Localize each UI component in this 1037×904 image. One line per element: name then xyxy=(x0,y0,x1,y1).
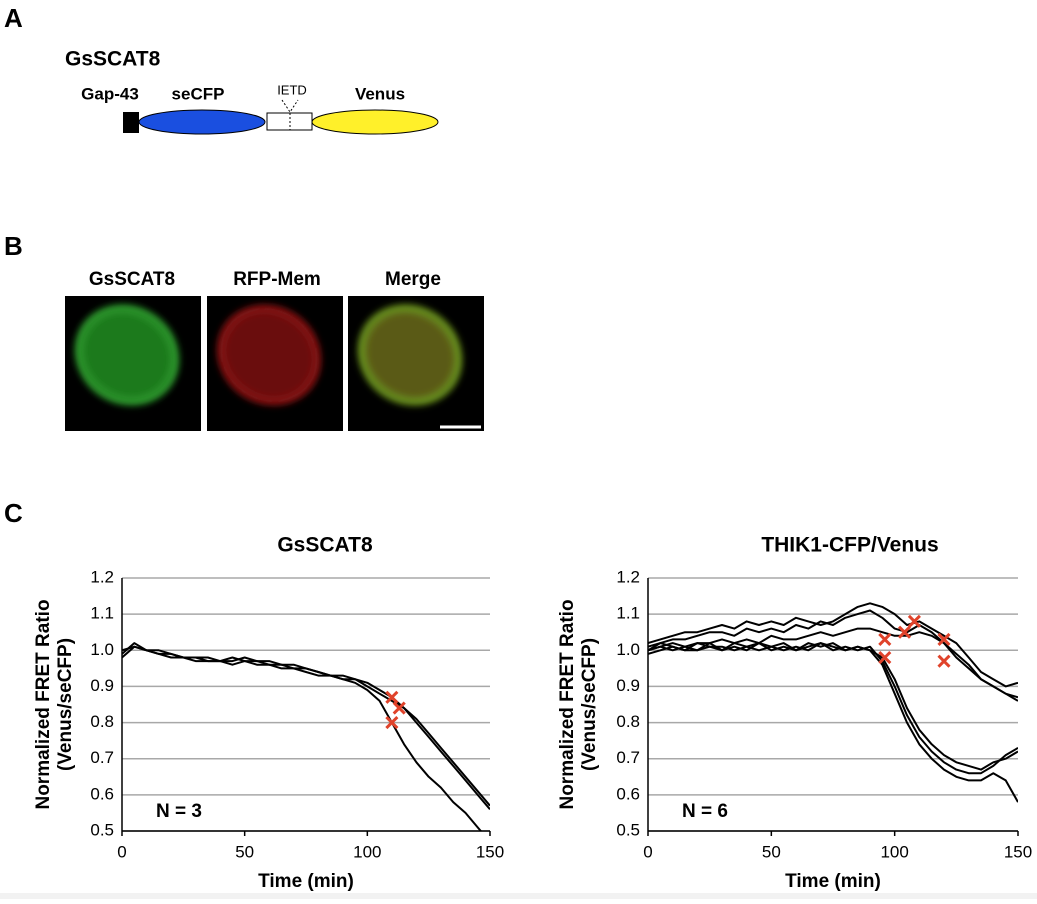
part-label: Venus xyxy=(355,84,405,103)
panel-label: A xyxy=(4,3,23,33)
micrograph xyxy=(207,296,343,431)
marker-cross xyxy=(937,632,951,647)
y-tick-label: 0.9 xyxy=(90,676,114,695)
x-axis-label: Time (min) xyxy=(785,871,881,892)
x-tick-label: 50 xyxy=(762,842,781,861)
marker-cross xyxy=(878,632,892,647)
micrograph xyxy=(65,296,201,431)
y-tick-label: 1.2 xyxy=(616,567,640,586)
y-tick-label: 1.1 xyxy=(616,604,640,623)
marker-cross xyxy=(897,625,912,639)
secfp-ellipse xyxy=(138,109,266,135)
y-axis-label: Normalized FRET Ratio xyxy=(557,599,578,809)
part-label: Gap-43 xyxy=(81,84,139,103)
y-tick-label: 0.6 xyxy=(90,784,114,803)
y-tick-label: 1.2 xyxy=(90,567,114,586)
x-tick-label: 0 xyxy=(117,842,126,861)
marker-cross xyxy=(907,614,921,628)
y-tick-label: 1.0 xyxy=(90,640,114,659)
marker-cross xyxy=(878,650,892,665)
construct-name: GsSCAT8 xyxy=(65,48,161,71)
x-tick-label: 0 xyxy=(643,842,652,861)
x-tick-label: 100 xyxy=(880,842,908,861)
y-tick-label: 0.6 xyxy=(616,784,640,803)
image-label: RFP-Mem xyxy=(233,269,321,290)
series-line xyxy=(648,609,1018,699)
y-axis-label: (Venus/seCFP) xyxy=(55,638,76,771)
y-tick-label: 0.5 xyxy=(616,820,640,839)
y-tick-label: 1.0 xyxy=(616,640,640,659)
series-line xyxy=(648,627,1018,702)
plot-area xyxy=(122,642,490,831)
x-tick-label: 150 xyxy=(476,842,504,861)
marker-cross xyxy=(937,654,951,668)
x-tick-label: 150 xyxy=(1004,842,1032,861)
marker-cross xyxy=(392,701,406,715)
y-axis-label: Normalized FRET Ratio xyxy=(33,599,54,809)
panel-label: C xyxy=(4,498,23,528)
y-axis-label: (Venus/seCFP) xyxy=(579,638,600,771)
y-tick-label: 1.1 xyxy=(90,604,114,623)
part-label: IETD xyxy=(277,82,307,97)
y-tick-label: 0.7 xyxy=(90,748,114,767)
bottom-strip xyxy=(0,893,1037,899)
series-line xyxy=(648,642,1018,803)
plot-area xyxy=(648,602,1018,803)
x-tick-label: 100 xyxy=(353,842,381,861)
gap43-block xyxy=(123,112,139,133)
part-label: seCFP xyxy=(172,84,225,103)
y-tick-label: 0.7 xyxy=(616,748,640,767)
x-axis-label: Time (min) xyxy=(258,871,354,892)
series-line xyxy=(648,602,1018,688)
y-tick-label: 0.8 xyxy=(616,712,640,731)
venus-ellipse xyxy=(311,109,439,135)
image-label: Merge xyxy=(385,269,441,290)
chart-title: THIK1-CFP/Venus xyxy=(761,534,938,557)
cleavage-site xyxy=(281,99,299,130)
marker-cross xyxy=(385,690,399,704)
y-tick-label: 0.5 xyxy=(90,820,114,839)
chart-title: GsSCAT8 xyxy=(277,534,373,557)
x-tick-label: 50 xyxy=(235,842,254,861)
annotation: N = 6 xyxy=(682,801,728,822)
y-tick-label: 0.9 xyxy=(616,676,640,695)
micrograph xyxy=(348,296,484,431)
annotation: N = 3 xyxy=(156,801,202,822)
image-label: GsSCAT8 xyxy=(89,269,175,290)
series-line xyxy=(122,645,483,831)
marker-cross xyxy=(385,716,399,730)
panel-label: B xyxy=(4,231,23,261)
y-tick-label: 0.8 xyxy=(90,712,114,731)
